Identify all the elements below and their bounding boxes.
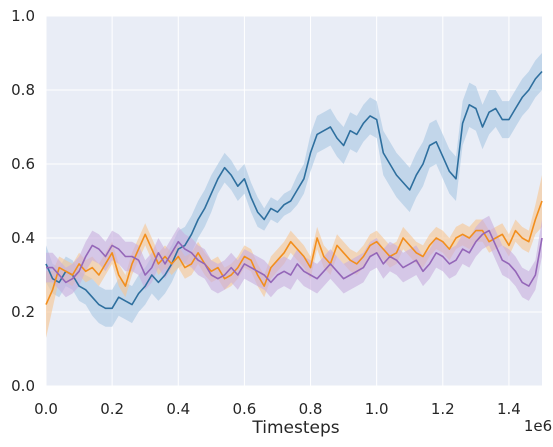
y-tick-label: 0.2 [11, 303, 35, 321]
x-tick-label: 0.6 [232, 400, 256, 418]
x-tick-label: 0.8 [299, 400, 323, 418]
series-1-line [45, 70, 543, 310]
x-axis-label: Timesteps [251, 418, 339, 438]
x-tick-label: 0.4 [166, 400, 190, 418]
series-2-line [45, 200, 543, 305]
x-tick-label: 1.4 [497, 400, 521, 418]
x-tick-label: 1.2 [431, 400, 455, 418]
x-tick-labels: 0.0 0.2 0.4 0.6 0.8 1.0 1.2 1.4 [34, 400, 521, 418]
x-tick-label: 1.0 [365, 400, 389, 418]
y-tick-label: 0.8 [11, 81, 35, 99]
series-lines [45, 70, 543, 310]
bands [46, 53, 542, 338]
y-tick-labels: 0.0 0.2 0.4 0.6 0.8 1.0 [11, 7, 35, 395]
series-3-line [46, 229, 543, 287]
x-tick-label: 0.2 [100, 400, 124, 418]
x-offset-label: 1e6 [524, 417, 552, 435]
y-tick-label: 0.4 [11, 229, 35, 247]
series-3-confidence-band [46, 215, 542, 301]
y-tick-label: 1.0 [11, 7, 35, 25]
x-tick-label: 0.0 [34, 400, 58, 418]
y-tick-label: 0.0 [11, 377, 35, 395]
y-tick-label: 0.6 [11, 155, 35, 173]
